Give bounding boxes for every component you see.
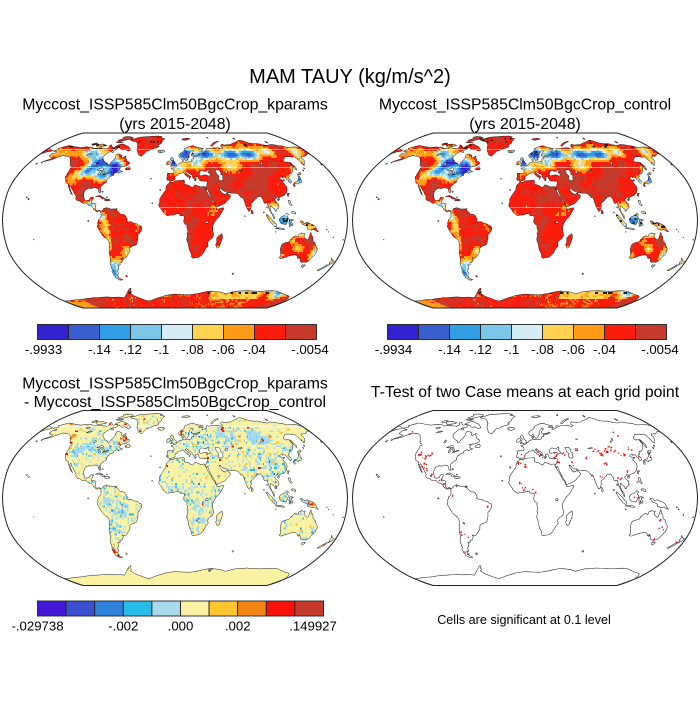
svg-text:Myccost_ISSP585Clm50BgcCrop_co: Myccost_ISSP585Clm50BgcCrop_control: [379, 97, 671, 114]
svg-text:-.08: -.08: [531, 342, 554, 357]
svg-text:-.06: -.06: [562, 342, 585, 357]
svg-text:-.0054: -.0054: [641, 342, 678, 357]
svg-text:-.14: -.14: [438, 342, 461, 357]
svg-text:-.12: -.12: [469, 342, 492, 357]
svg-text:-.029738: -.029738: [11, 619, 63, 634]
svg-text:-.14: -.14: [88, 342, 111, 357]
svg-text:-.04: -.04: [243, 342, 266, 357]
svg-text:Myccost_ISSP585Clm50BgcCrop_kp: Myccost_ISSP585Clm50BgcCrop_kparams: [22, 376, 328, 393]
svg-text:-.9934: -.9934: [375, 342, 412, 357]
svg-text:-.04: -.04: [593, 342, 616, 357]
svg-text:-.08: -.08: [181, 342, 204, 357]
svg-text:Myccost_ISSP585Clm50BgcCrop_kp: Myccost_ISSP585Clm50BgcCrop_kparams: [22, 97, 328, 114]
svg-text:Cells are significant at 0.1 l: Cells are significant at 0.1 level: [437, 613, 611, 627]
svg-text:-.002: -.002: [108, 619, 138, 634]
svg-text:T-Test of two Case means at ea: T-Test of two Case means at each grid po…: [371, 384, 680, 401]
svg-text:-.1: -.1: [154, 342, 169, 357]
svg-text:MAM TAUY (kg/m/s^2): MAM TAUY (kg/m/s^2): [249, 66, 451, 88]
svg-text:- Myccost_ISSP585Clm50BgcCrop_: - Myccost_ISSP585Clm50BgcCrop_control: [24, 394, 326, 411]
svg-text:-.9933: -.9933: [25, 342, 62, 357]
svg-text:-.12: -.12: [119, 342, 142, 357]
svg-text:.000: .000: [168, 619, 194, 634]
svg-text:(yrs 2015-2048): (yrs 2015-2048): [119, 116, 231, 133]
svg-text:-.06: -.06: [212, 342, 235, 357]
svg-text:-.0054: -.0054: [291, 342, 328, 357]
svg-text:.149927: .149927: [289, 619, 337, 634]
svg-text:-.1: -.1: [504, 342, 519, 357]
svg-text:(yrs 2015-2048): (yrs 2015-2048): [469, 116, 581, 133]
svg-text:.002: .002: [225, 619, 251, 634]
